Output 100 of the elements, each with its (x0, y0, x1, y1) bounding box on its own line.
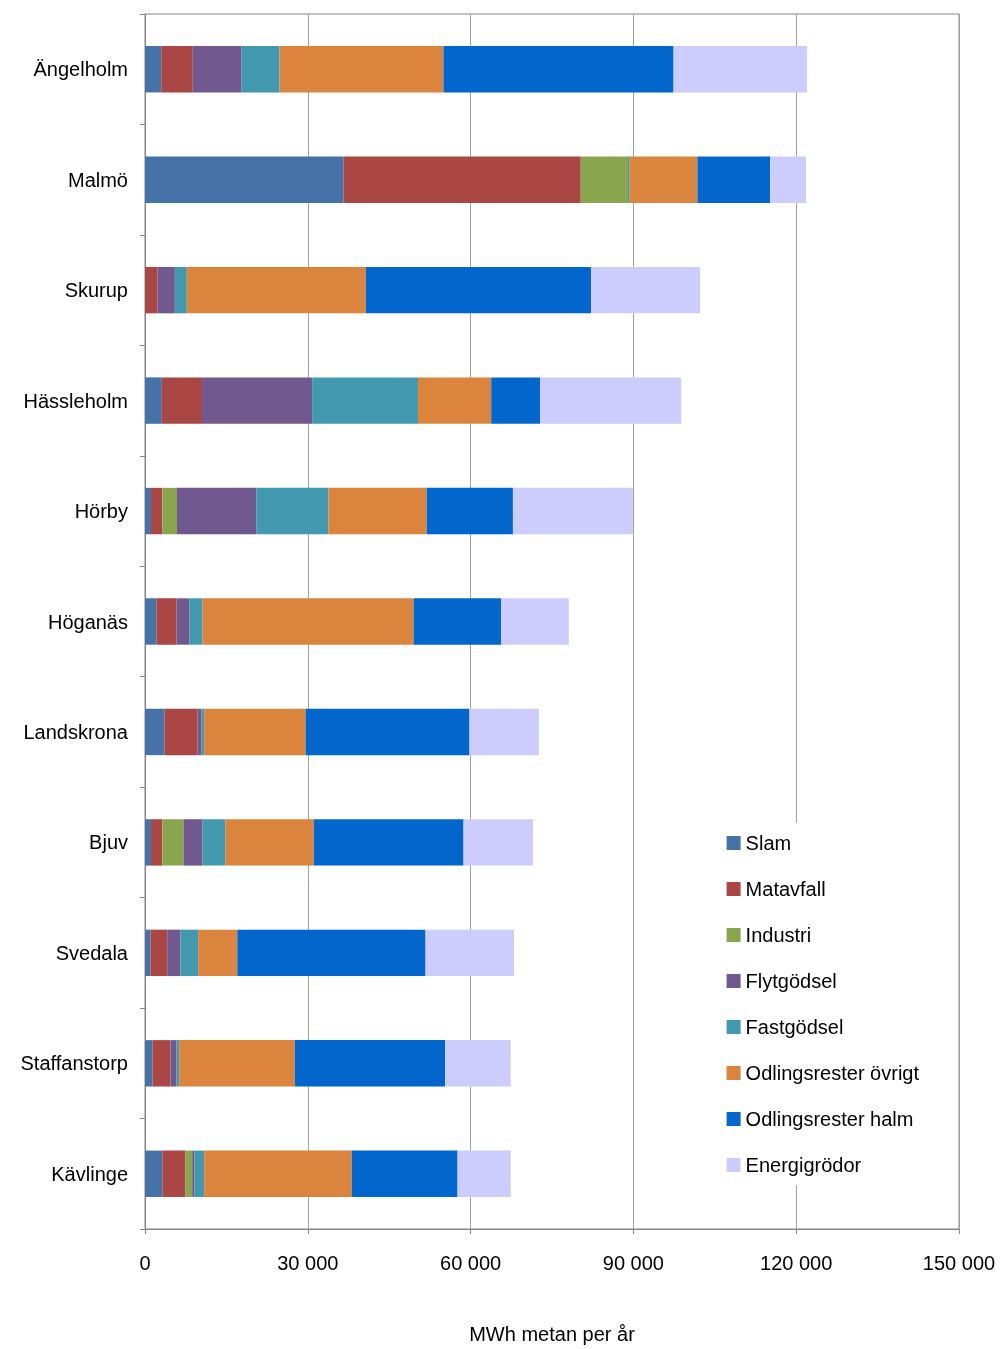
legend-label: Fastgödsel (745, 1016, 844, 1038)
x-tick-label: 60 000 (440, 1252, 502, 1274)
bar (145, 1150, 163, 1197)
bar (500, 598, 569, 645)
bar (174, 266, 187, 314)
x-tick-label: 90 000 (602, 1252, 664, 1274)
bar (629, 156, 698, 203)
bar (145, 46, 162, 93)
bar (150, 819, 163, 866)
bar (152, 1040, 171, 1087)
bar (150, 929, 168, 977)
bar (177, 487, 257, 535)
y-tick-label: Ängelholm (33, 58, 128, 81)
bar (294, 1040, 446, 1087)
y-tick-label: Hörby (74, 500, 128, 523)
bar (225, 819, 314, 866)
bar (161, 377, 202, 424)
bar (313, 819, 464, 866)
bar (201, 377, 313, 424)
legend-label: Odlingsrester övrigt (745, 1062, 920, 1084)
bar (312, 377, 418, 424)
x-tick-label: 150 000 (922, 1252, 996, 1274)
x-tick-label: 0 (139, 1252, 151, 1274)
bar (176, 598, 190, 645)
bar (305, 708, 470, 756)
bar (162, 819, 184, 866)
bar (161, 46, 193, 93)
bar (491, 377, 541, 424)
bar (365, 266, 592, 314)
y-tick-label: Skurup (64, 279, 128, 302)
bar (145, 266, 158, 314)
bar (417, 377, 492, 424)
bar (189, 598, 203, 645)
y-tick-label: Staffanstorp (20, 1052, 128, 1075)
bar (202, 819, 226, 866)
bar (204, 708, 306, 756)
bar (204, 1150, 352, 1197)
bar (192, 1150, 195, 1197)
bar (673, 46, 808, 93)
bar (180, 929, 199, 977)
y-tick-label: Malmö (67, 168, 128, 191)
bar (145, 1040, 153, 1087)
bar (176, 1040, 180, 1087)
y-tick-label: Hässleholm (23, 389, 128, 412)
bar (425, 929, 515, 977)
bar (150, 487, 163, 535)
bar (157, 266, 175, 314)
y-tick-label: Höganäs (47, 610, 128, 633)
y-tick-label: Bjuv (89, 831, 128, 854)
bar (770, 156, 806, 203)
bar (463, 819, 534, 866)
x-axis-title: MWh metan per år (469, 1323, 636, 1345)
y-tick-label: Landskrona (23, 720, 129, 743)
bar (185, 1150, 193, 1197)
bar (445, 1040, 511, 1087)
x-tick-label: 30 000 (277, 1252, 339, 1274)
bar (179, 1040, 295, 1087)
bar (241, 46, 280, 93)
legend-label: Slam (745, 832, 792, 854)
bar (186, 266, 366, 314)
bar (343, 156, 581, 203)
bar (469, 708, 539, 756)
bar (540, 377, 682, 424)
bar (256, 487, 329, 535)
bar (237, 929, 426, 977)
bar (328, 487, 427, 535)
bar (413, 598, 501, 645)
bar (145, 929, 151, 977)
y-tick-label: Svedala (55, 941, 129, 964)
bar (580, 156, 628, 203)
bar (192, 46, 242, 93)
bar (201, 708, 205, 756)
bar (162, 1150, 186, 1197)
legend-label: Energigrödor (745, 1154, 862, 1176)
bar (591, 266, 701, 314)
bar (156, 598, 177, 645)
bar (202, 598, 414, 645)
bar (194, 1150, 205, 1197)
x-tick-label: 120 000 (760, 1252, 833, 1274)
bar (279, 46, 444, 93)
bar (145, 156, 344, 203)
bar (164, 708, 198, 756)
bar (162, 487, 178, 535)
bar (167, 929, 181, 977)
bar (183, 819, 203, 866)
legend-label: Flytgödsel (745, 970, 837, 992)
bar (145, 708, 165, 756)
y-tick-label: Kävlinge (51, 1162, 128, 1185)
bar (145, 377, 162, 424)
bar (443, 46, 674, 93)
bar (145, 487, 151, 535)
bar (145, 819, 151, 866)
bar (145, 598, 157, 645)
bar (198, 929, 238, 977)
bar (697, 156, 771, 203)
legend-label: Matavfall (745, 878, 826, 900)
bar (512, 487, 633, 535)
bar (457, 1150, 511, 1197)
legend-label: Industri (745, 924, 812, 946)
bar (351, 1150, 458, 1197)
